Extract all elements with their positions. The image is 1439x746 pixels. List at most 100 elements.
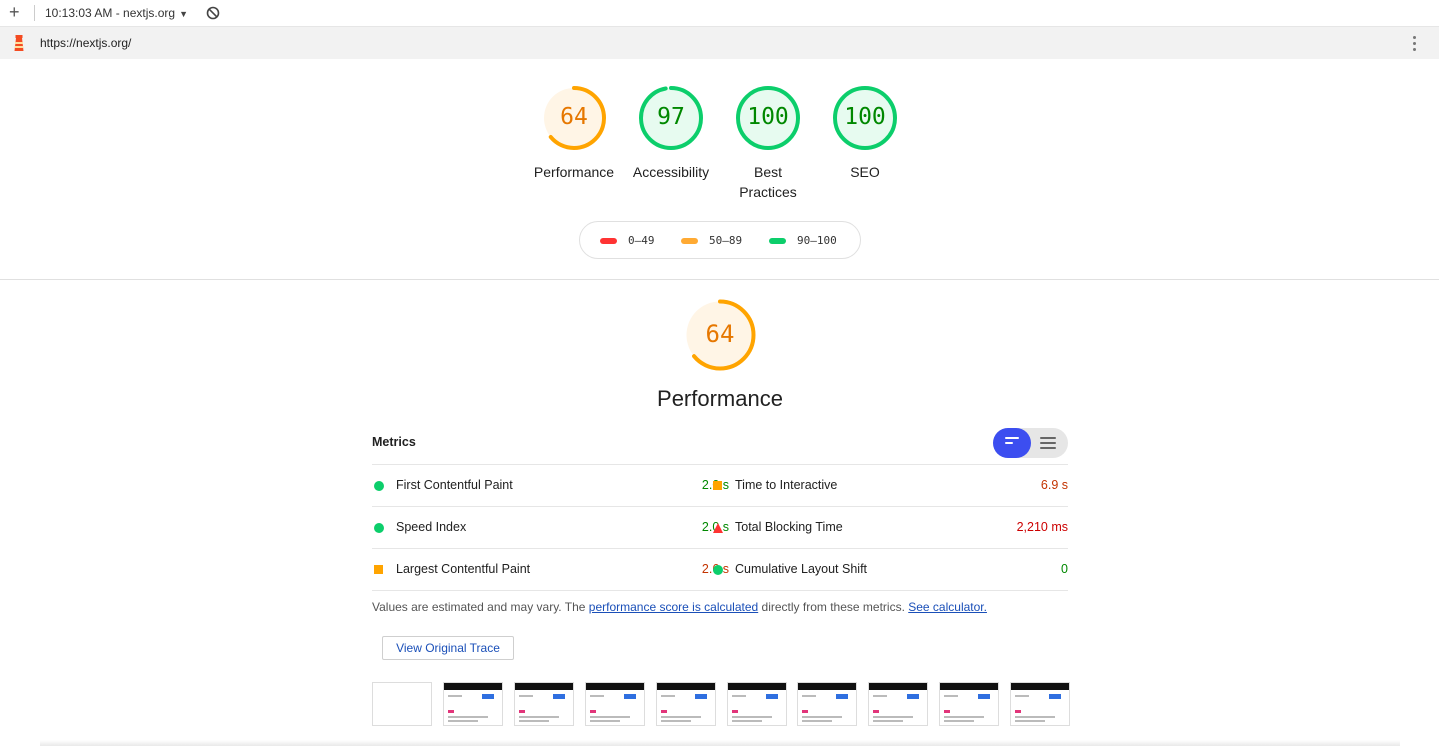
gauge-ring [736, 86, 800, 150]
thumbnail-line [518, 695, 533, 697]
metric-name: Total Blocking Time [735, 520, 843, 534]
filmstrip-frame [1010, 682, 1071, 726]
report-selector[interactable]: 10:13:03 AM - nextjs.org ▼ [45, 6, 188, 20]
gauge-score: 64 [560, 104, 588, 130]
metric-name: Speed Index [396, 520, 467, 534]
gauge-fill [835, 88, 895, 148]
filmstrip-frame [442, 682, 503, 726]
thumbnail-line [873, 720, 904, 722]
gauge-fill [641, 88, 701, 148]
thumbnail-line [660, 695, 675, 697]
thumbnail-line [447, 695, 462, 697]
thumbnail-line [660, 720, 691, 722]
gauge-score: 97 [657, 104, 685, 130]
thumbnail-block [514, 683, 573, 690]
score-calculated-link[interactable]: performance score is calculated [588, 600, 759, 614]
page-url[interactable]: https://nextjs.org/ [40, 36, 132, 50]
average-square-icon [374, 565, 383, 574]
filmstrip-frame [797, 682, 858, 726]
gauge-score: 100 [844, 104, 886, 130]
gauge-best-practices[interactable]: 100 Best Practices [723, 84, 813, 202]
gauge-arc [639, 86, 703, 150]
thumbnail-line [944, 695, 959, 697]
metrics-bottom-border [372, 590, 729, 591]
thumbnail-line [589, 720, 620, 722]
filmstrip-frame [868, 682, 929, 726]
section-divider [0, 279, 1439, 280]
block-icon[interactable] [206, 6, 220, 20]
thumbnail-line [873, 695, 888, 697]
icon-bar [1040, 447, 1056, 449]
icon-bar [1040, 442, 1056, 444]
thumbnail-block [660, 710, 667, 713]
pass-circle-icon [713, 565, 723, 575]
thumbnail-block [727, 683, 786, 690]
thumbnail-block [447, 710, 454, 713]
see-calculator-link[interactable]: See calculator. [908, 600, 987, 614]
thumbnail-line [731, 720, 762, 722]
thumbnail-block [802, 710, 809, 713]
filmstrip-frame [513, 682, 574, 726]
gauge-arc [684, 299, 756, 371]
kebab-menu-icon[interactable] [1410, 34, 1418, 52]
fail-triangle-icon [713, 523, 723, 533]
legend-swatch [681, 238, 698, 244]
thumbnail-block [836, 694, 849, 699]
thumbnail-block [589, 710, 596, 713]
metric-row: Largest Contentful Paint 2.6 s [372, 548, 729, 590]
metric-name: Time to Interactive [735, 478, 838, 492]
bottom-shadow [40, 740, 1400, 746]
kebab-dot [1412, 48, 1416, 51]
note-text: Values are estimated and may vary. The [372, 600, 589, 614]
thumbnail-block [518, 710, 525, 713]
metrics-bottom-border [711, 590, 1068, 591]
chevron-down-icon: ▼ [179, 9, 188, 19]
thumbnail-line [660, 716, 701, 718]
compact-view-icon [1005, 437, 1019, 447]
gauge-label: Accessibility [632, 164, 710, 180]
expanded-view-icon[interactable] [1040, 437, 1056, 452]
add-button[interactable]: + [9, 2, 20, 22]
icon-bar [1005, 442, 1013, 444]
gauge-fill [544, 88, 604, 148]
filmstrip-frame [939, 682, 1000, 726]
gauge-arc [736, 86, 800, 150]
thumbnail-line [731, 716, 772, 718]
thumbnail-block [623, 694, 636, 699]
thumbnail-block [944, 710, 951, 713]
kebab-dot [1412, 36, 1416, 39]
metrics-right-column: Time to Interactive 6.9 s Total Blocking T… [711, 464, 1068, 591]
legend-range: 0–49 [628, 234, 655, 247]
metric-row: Total Blocking Time 2,210 ms [711, 506, 1068, 548]
thumbnail-line [731, 695, 746, 697]
thumbnail-block [731, 710, 738, 713]
thumbnail-block [1011, 683, 1070, 690]
thumbnail-block [1015, 710, 1022, 713]
performance-title: Performance [657, 386, 783, 411]
metrics-view-toggle[interactable] [993, 428, 1068, 458]
gauge-arc [833, 86, 897, 150]
thumbnail-line [944, 720, 975, 722]
thumbnail-line [518, 720, 549, 722]
gauge-performance[interactable]: 64 Performance [529, 84, 619, 182]
legend-range: 50–89 [709, 234, 743, 247]
gauge-seo[interactable]: 100 SEO [820, 84, 910, 182]
thumbnail-line [802, 716, 843, 718]
toolbar-separator [34, 5, 35, 21]
thumbnail-line [1015, 695, 1030, 697]
metric-value: 0 [1061, 562, 1068, 576]
performance-score: 64 [705, 320, 735, 348]
gauge-ring [542, 86, 606, 150]
metric-row: Speed Index 2.0 s [372, 506, 729, 548]
view-original-trace-button[interactable]: View Original Trace [382, 636, 514, 660]
url-bar: https://nextjs.org/ [0, 27, 1439, 59]
metrics-note: Values are estimated and may vary. The p… [372, 600, 987, 614]
metric-row: First Contentful Paint 2.0 s [372, 464, 729, 506]
score-legend: 0–49 50–89 90–100 [579, 221, 861, 259]
gauge-accessibility[interactable]: 97 Accessibility [626, 84, 716, 182]
filmstrip-frame [584, 682, 645, 726]
icon-bar [1040, 437, 1056, 439]
thumbnail-block [1049, 694, 1062, 699]
gauge-label: Best Practices [739, 164, 797, 200]
toggle-compact-view[interactable] [993, 428, 1031, 458]
